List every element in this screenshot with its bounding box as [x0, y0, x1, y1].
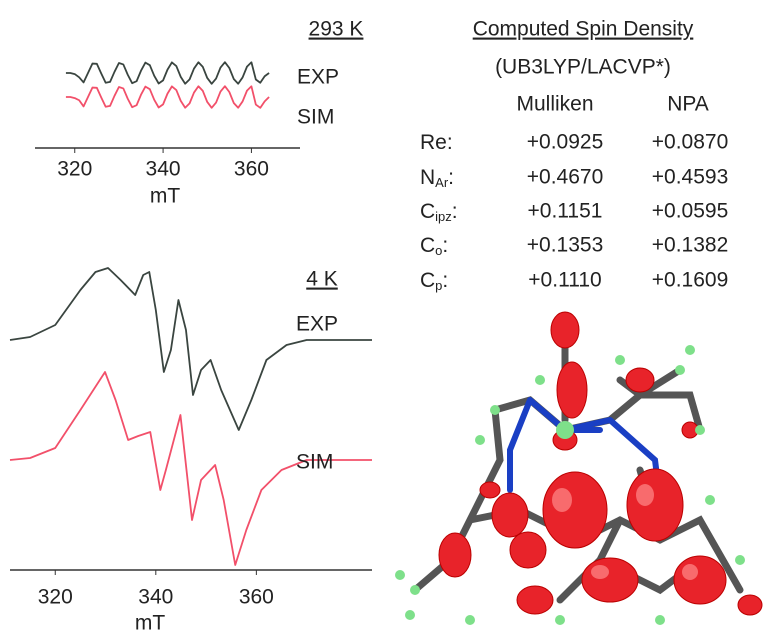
subscript: p	[435, 278, 442, 293]
row-label: NAr:	[420, 166, 454, 191]
npa-value: +0.1609	[652, 269, 729, 292]
series-label: SIM	[297, 106, 334, 129]
npa-value: +0.1382	[652, 234, 729, 257]
subscript: ipz	[435, 209, 452, 224]
row-label: Co:	[420, 234, 448, 259]
x-tick-label: 340	[138, 586, 173, 609]
separator: :	[448, 166, 454, 189]
npa-value: +0.4593	[652, 166, 729, 189]
subscript: Ar	[435, 175, 449, 190]
x-tick-label: 360	[239, 586, 274, 609]
row-label: Cipz:	[420, 200, 458, 225]
spectrum-line	[66, 62, 269, 84]
row-label: Cp:	[420, 269, 448, 294]
separator: :	[447, 131, 453, 154]
column-header: NPA	[667, 93, 709, 116]
atom: C	[420, 269, 435, 292]
column-header: Mulliken	[516, 93, 593, 116]
mulliken-value: +0.1151	[528, 200, 603, 223]
chart-title: 293 K	[309, 18, 364, 41]
atom: N	[420, 166, 435, 189]
molecule	[395, 312, 762, 625]
spectrum-line	[66, 86, 269, 108]
table-subtitle: (UB3LYP/LACVP*)	[495, 56, 671, 79]
atom: C	[420, 234, 435, 257]
separator: :	[452, 200, 458, 223]
x-tick-label: 340	[146, 158, 181, 181]
mulliken-value: +0.1353	[527, 234, 604, 257]
mulliken-value: +0.0925	[527, 131, 604, 154]
npa-value: +0.0870	[652, 131, 729, 154]
subscript: o	[435, 243, 442, 258]
page: {"chart_data": [ {"type": "line", "title…	[0, 0, 774, 640]
x-tick-label: 360	[234, 158, 269, 181]
x-tick-label: 320	[57, 158, 92, 181]
x-tick-label: 320	[38, 586, 73, 609]
atom: C	[420, 200, 435, 223]
npa-value: +0.0595	[652, 200, 729, 223]
spectrum-line	[10, 268, 372, 430]
figure: Computed Spin Density (UB3LYP/LACVP*) Mu…	[0, 0, 774, 635]
atom: Re	[420, 131, 447, 154]
x-axis-label: mT	[135, 612, 165, 635]
row-label: Re:	[420, 131, 453, 154]
series-label: EXP	[297, 66, 339, 89]
table-title: Computed Spin Density	[473, 18, 694, 41]
chart-title: 4 K	[306, 268, 338, 291]
x-axis-label: mT	[150, 185, 180, 208]
mulliken-value: +0.1110	[528, 269, 601, 292]
mulliken-value: +0.4670	[527, 166, 604, 189]
series-label: EXP	[296, 313, 338, 336]
separator: :	[442, 234, 448, 257]
separator: :	[442, 269, 448, 292]
series-label: SIM	[296, 451, 333, 474]
